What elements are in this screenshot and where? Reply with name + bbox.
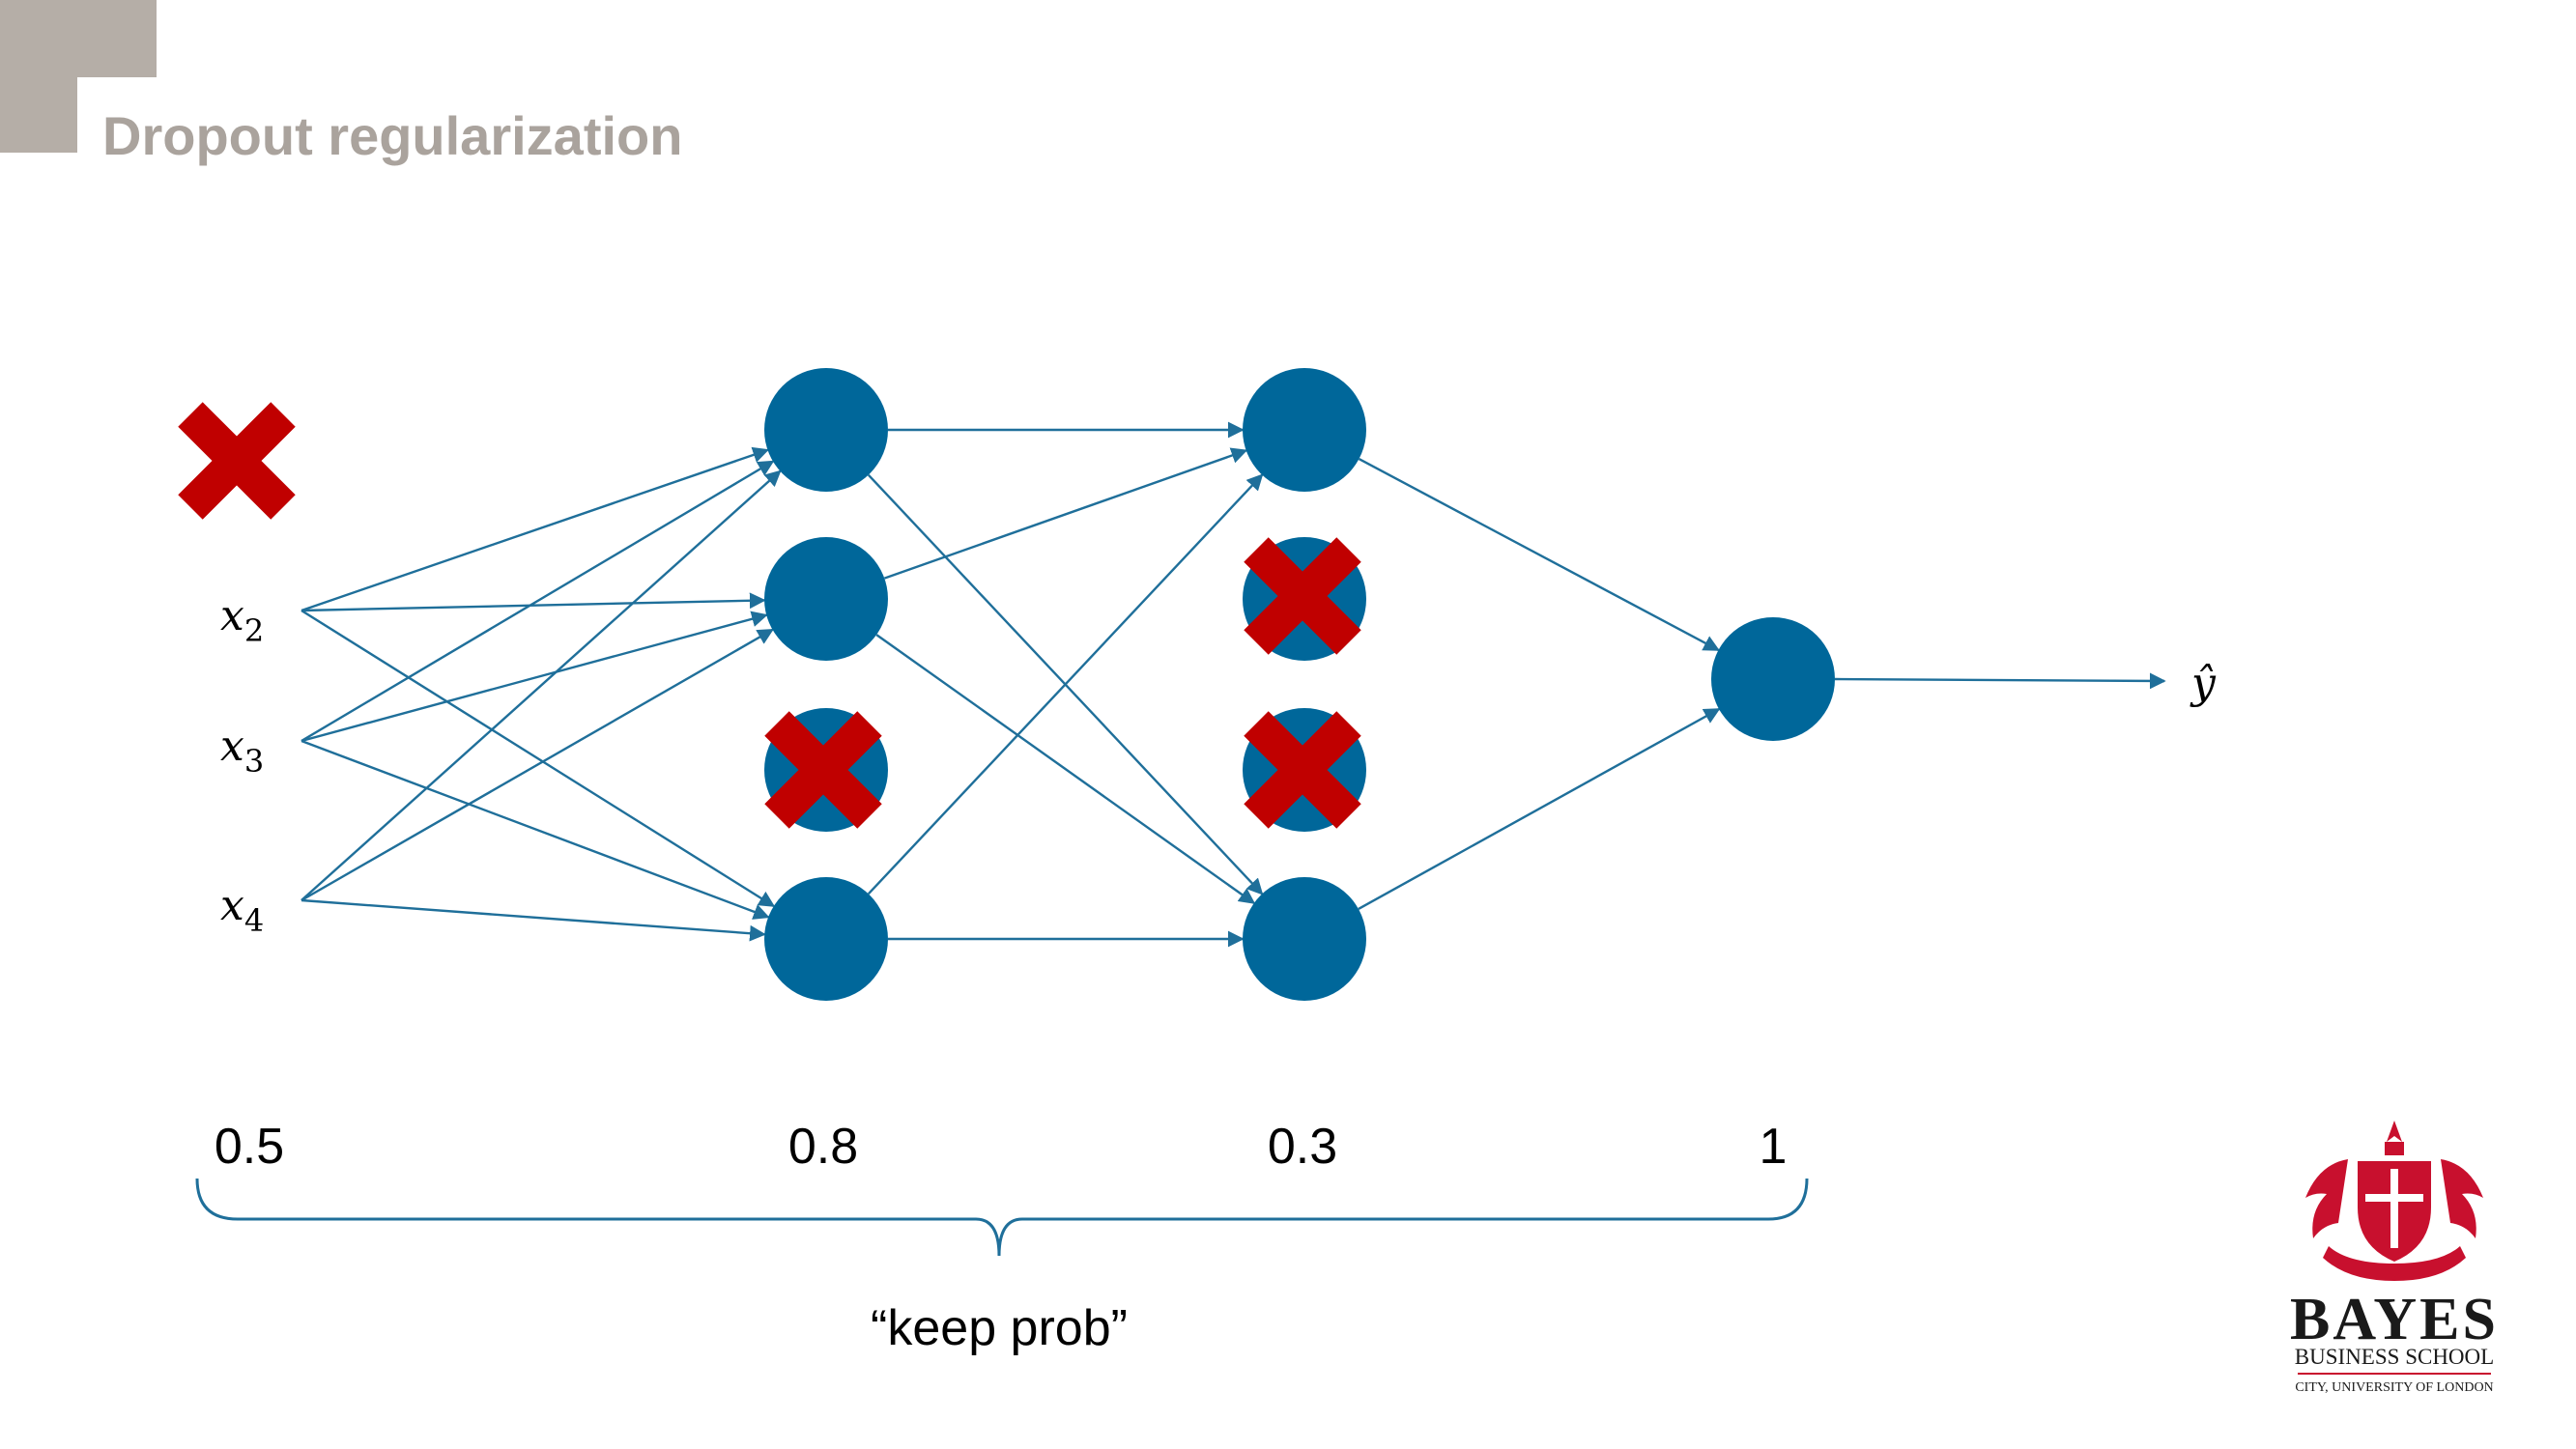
dropout-cross-input-1 — [178, 402, 296, 520]
keep-prob-layer-2: 0.3 — [1268, 1119, 1337, 1175]
output-arrow — [1834, 672, 2166, 690]
edge-6 — [301, 469, 782, 901]
output-node — [1711, 617, 1835, 741]
edge-13 — [867, 473, 1264, 895]
edge-16 — [1358, 707, 1721, 911]
edge-2 — [301, 609, 776, 908]
keep-prob-brace — [195, 1178, 1809, 1257]
input-label-x3: x3 — [220, 722, 264, 780]
hidden-layer-1 — [764, 368, 888, 1001]
crest-icon — [2305, 1121, 2483, 1281]
connection-edges — [301, 421, 2166, 948]
slide-title: Dropout regularization — [102, 105, 683, 166]
crest-shield-detail — [2365, 1169, 2423, 1248]
node-l1-1 — [764, 368, 888, 492]
edge-11 — [883, 447, 1248, 580]
dropout-cross-l1-3 — [764, 711, 882, 829]
dropout-cross-l2-2 — [1244, 537, 1361, 655]
edge-1 — [301, 592, 766, 612]
hidden-layer-2 — [1243, 368, 1366, 1001]
input-label-x2: x2 — [220, 591, 264, 649]
edge-7 — [301, 628, 774, 902]
node-l1-2 — [764, 537, 888, 661]
edge-12 — [875, 634, 1256, 904]
keep-prob-layer-1: 0.8 — [788, 1119, 858, 1175]
edge-0 — [301, 446, 770, 612]
logo-line-1: BUSINESS SCHOOL — [2295, 1345, 2494, 1369]
keep-prob-input: 0.5 — [215, 1119, 284, 1175]
node-l2-4 — [1243, 877, 1366, 1001]
bayes-logo: BAYES BUSINESS SCHOOL CITY, UNIVERSITY O… — [2290, 1121, 2499, 1395]
edge-5 — [301, 739, 770, 920]
corner-decoration-vertical — [0, 0, 77, 153]
edge-3 — [301, 460, 775, 743]
dropout-cross-l2-3 — [1244, 711, 1361, 829]
output-label-yhat: ŷ — [2190, 659, 2217, 708]
logo-name: BAYES — [2290, 1287, 2499, 1352]
edge-8 — [301, 898, 766, 942]
edge-4 — [301, 611, 768, 743]
logo-line-2: CITY, UNIVERSITY OF LONDON — [2295, 1380, 2493, 1395]
keep-prob-label: “keep prob” — [871, 1300, 1128, 1356]
input-label-x4: x4 — [220, 881, 264, 939]
keep-prob-output: 1 — [1760, 1119, 1788, 1175]
node-l1-4 — [764, 877, 888, 1001]
edge-15 — [1358, 457, 1720, 652]
node-l2-1 — [1243, 368, 1366, 492]
